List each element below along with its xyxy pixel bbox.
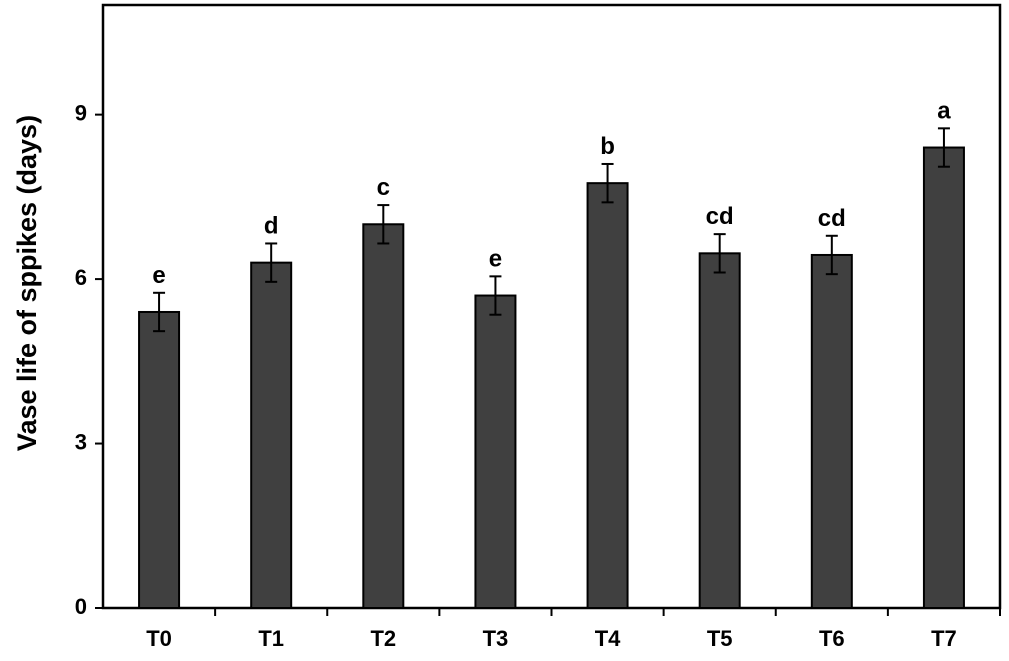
significance-label: cd [706, 203, 734, 230]
significance-label: a [937, 97, 951, 124]
bar-t7 [922, 146, 965, 609]
bar-t1 [250, 261, 293, 609]
x-category-label: T3 [483, 626, 509, 651]
x-category-label: T6 [819, 626, 845, 651]
plot-frame [101, 3, 1002, 610]
significance-label: cd [818, 205, 846, 232]
bar-t3 [474, 294, 517, 609]
plot-area: 0 3 6 9 e T0 d T1 c T2 e T3 b T4 cd T5 cd T6 a T7 [75, 3, 1002, 651]
y-tick-label: 6 [75, 265, 87, 290]
x-category-label: T2 [370, 626, 396, 651]
bar-t2 [362, 223, 405, 609]
y-tick-label: 0 [75, 594, 87, 619]
significance-label: e [489, 245, 502, 272]
x-category-label: T7 [931, 626, 957, 651]
significance-label: d [264, 212, 279, 239]
significance-label: e [152, 262, 165, 289]
significance-label: c [377, 174, 390, 201]
y-axis-label: Vase life of sppikes (days) [12, 115, 42, 451]
bar-t5 [698, 252, 741, 610]
bar-t4 [586, 182, 629, 609]
y-tick-label: 3 [75, 429, 87, 454]
x-category-label: T5 [707, 626, 733, 651]
x-category-label: T1 [258, 626, 284, 651]
x-category-label: T0 [146, 626, 172, 651]
bar-t6 [810, 253, 853, 609]
x-category-label: T4 [595, 626, 621, 651]
y-tick-label: 9 [75, 100, 87, 125]
bar-t0 [138, 310, 181, 609]
significance-label: b [600, 133, 615, 160]
